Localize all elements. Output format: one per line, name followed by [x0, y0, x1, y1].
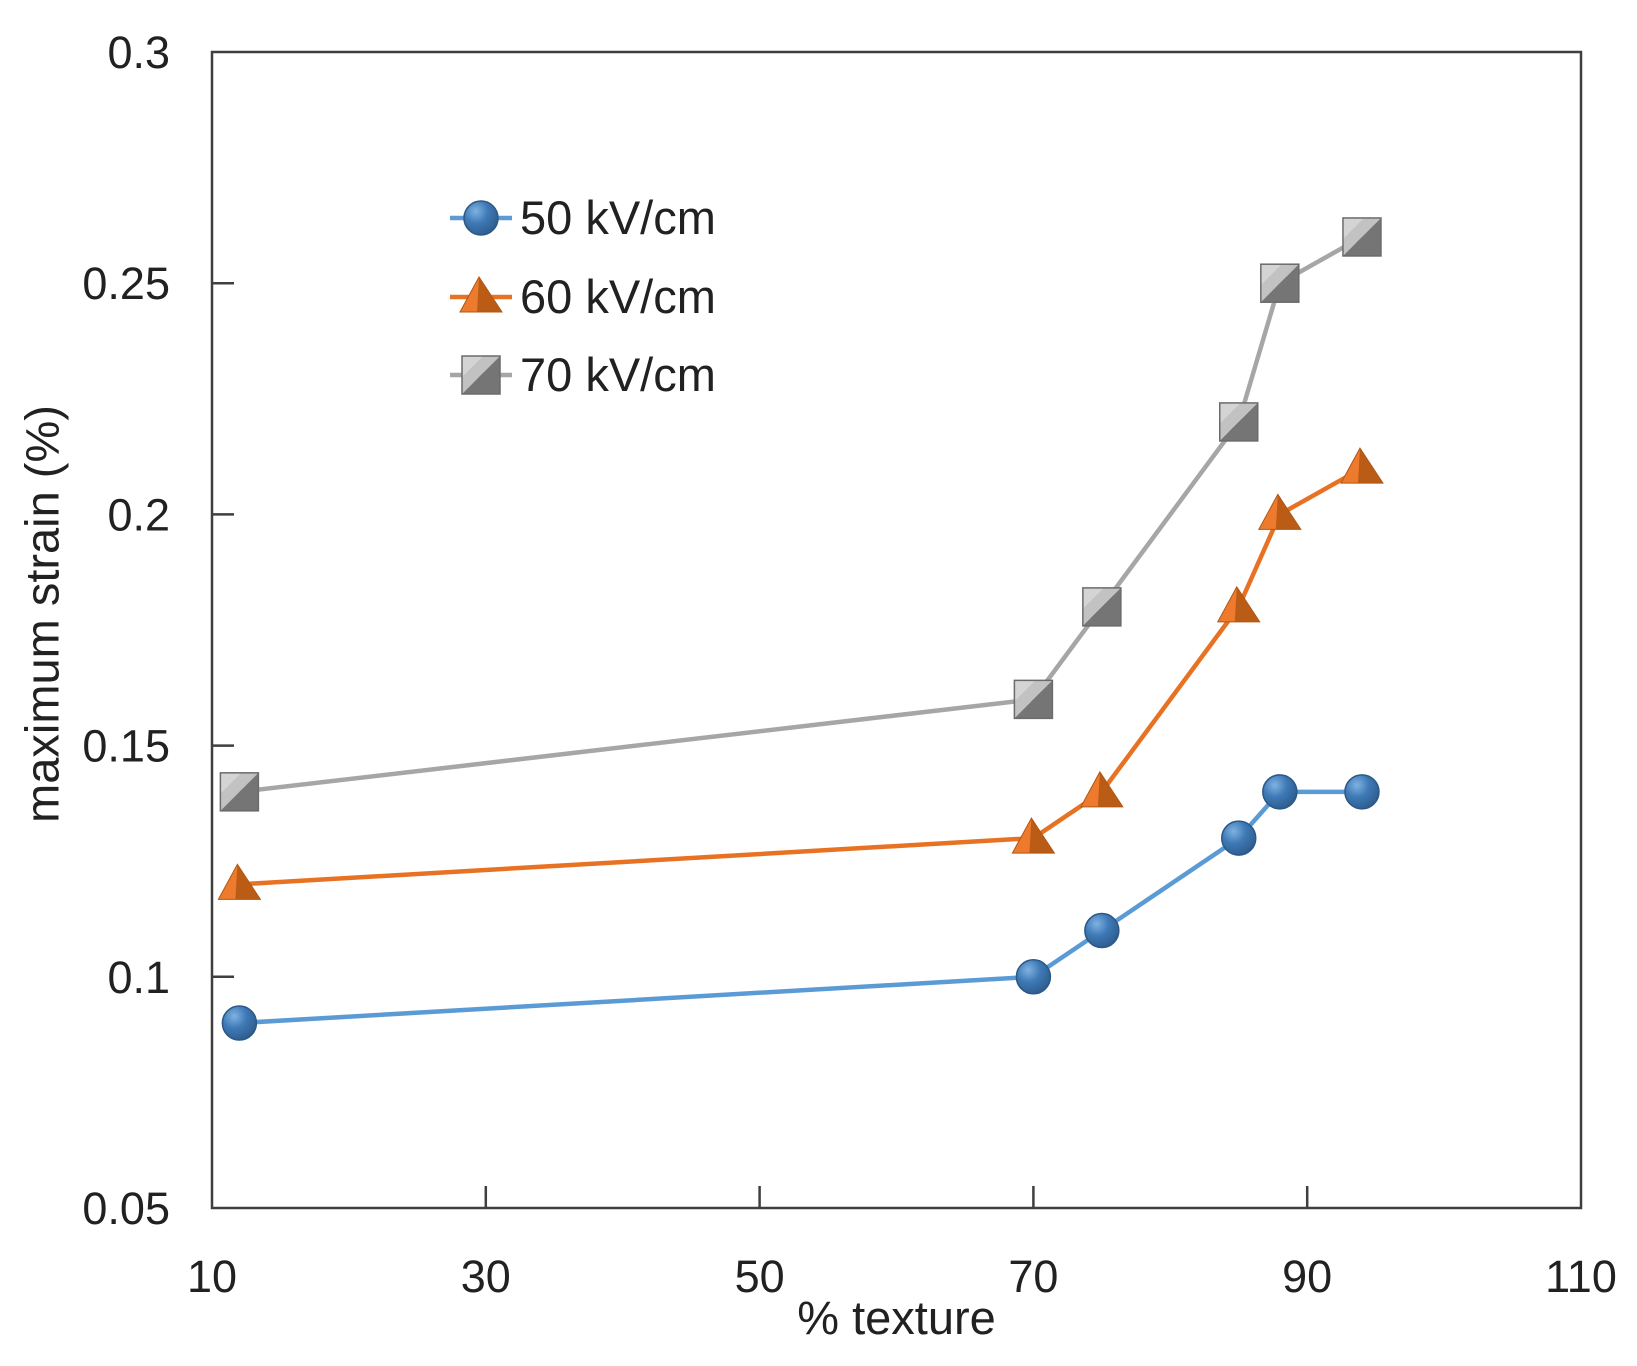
marker-50-kv-cm: [1084, 912, 1120, 949]
y-tick-label: 0.15: [82, 721, 170, 772]
x-tick-label: 30: [461, 1251, 511, 1302]
marker-60-kv-cm: [1080, 770, 1124, 808]
legend-marker-60-kv-cm: [459, 276, 503, 313]
marker-50-kv-cm: [1221, 820, 1257, 856]
marker-50-kv-cm: [1262, 774, 1298, 810]
y-tick-label: 0.25: [82, 258, 170, 309]
marker-60-kv-cm: [1257, 493, 1302, 530]
marker-60-kv-cm: [1216, 585, 1261, 623]
plot-border: [210, 50, 1583, 1210]
y-tick-label: 0.3: [107, 27, 170, 78]
x-tick-label: 110: [1545, 1251, 1617, 1302]
legend-item-60-kv-cm: 60 kV/cm: [450, 270, 716, 323]
marker-60-kv-cm: [217, 863, 262, 900]
marker-70-kv-cm: [1342, 217, 1382, 257]
marker-50-kv-cm: [1015, 959, 1052, 995]
marker-70-kv-cm: [1219, 402, 1259, 442]
marker-50-kv-cm: [1344, 774, 1380, 810]
y-tick-label: 0.1: [107, 952, 170, 1003]
legend-label-50-kv-cm: 50 kV/cm: [520, 191, 716, 244]
legend-label-70-kv-cm: 70 kV/cm: [520, 348, 716, 401]
marker-70-kv-cm: [1260, 263, 1300, 303]
marker-70-kv-cm: [219, 772, 260, 812]
x-axis-label: % texture: [797, 1291, 996, 1344]
marker-50-kv-cm: [221, 1005, 258, 1041]
y-axis-label: maximum strain (%): [15, 405, 69, 823]
series-line-60-kv-cm: [239, 466, 1364, 887]
series-line-70-kv-cm: [239, 234, 1364, 795]
y-tick-label: 0.2: [107, 489, 170, 540]
legend-marker-50-kv-cm: [463, 200, 499, 236]
legend-label-60-kv-cm: 60 kV/cm: [520, 270, 716, 323]
marker-70-kv-cm: [1013, 679, 1054, 720]
x-tick-label: 10: [187, 1251, 237, 1302]
marker-60-kv-cm: [1340, 447, 1384, 484]
series-line-50-kv-cm: [239, 789, 1362, 1026]
x-tick-label: 70: [1008, 1251, 1058, 1302]
x-tick-label: 50: [735, 1251, 785, 1302]
y-tick-label: 0.05: [82, 1183, 170, 1234]
legend-marker-70-kv-cm: [461, 355, 501, 395]
legend-item-70-kv-cm: 70 kV/cm: [450, 348, 716, 401]
marker-60-kv-cm: [1011, 817, 1056, 854]
legend-item-50-kv-cm: 50 kV/cm: [450, 191, 716, 244]
marker-70-kv-cm: [1082, 587, 1122, 627]
x-tick-label: 90: [1282, 1251, 1332, 1302]
